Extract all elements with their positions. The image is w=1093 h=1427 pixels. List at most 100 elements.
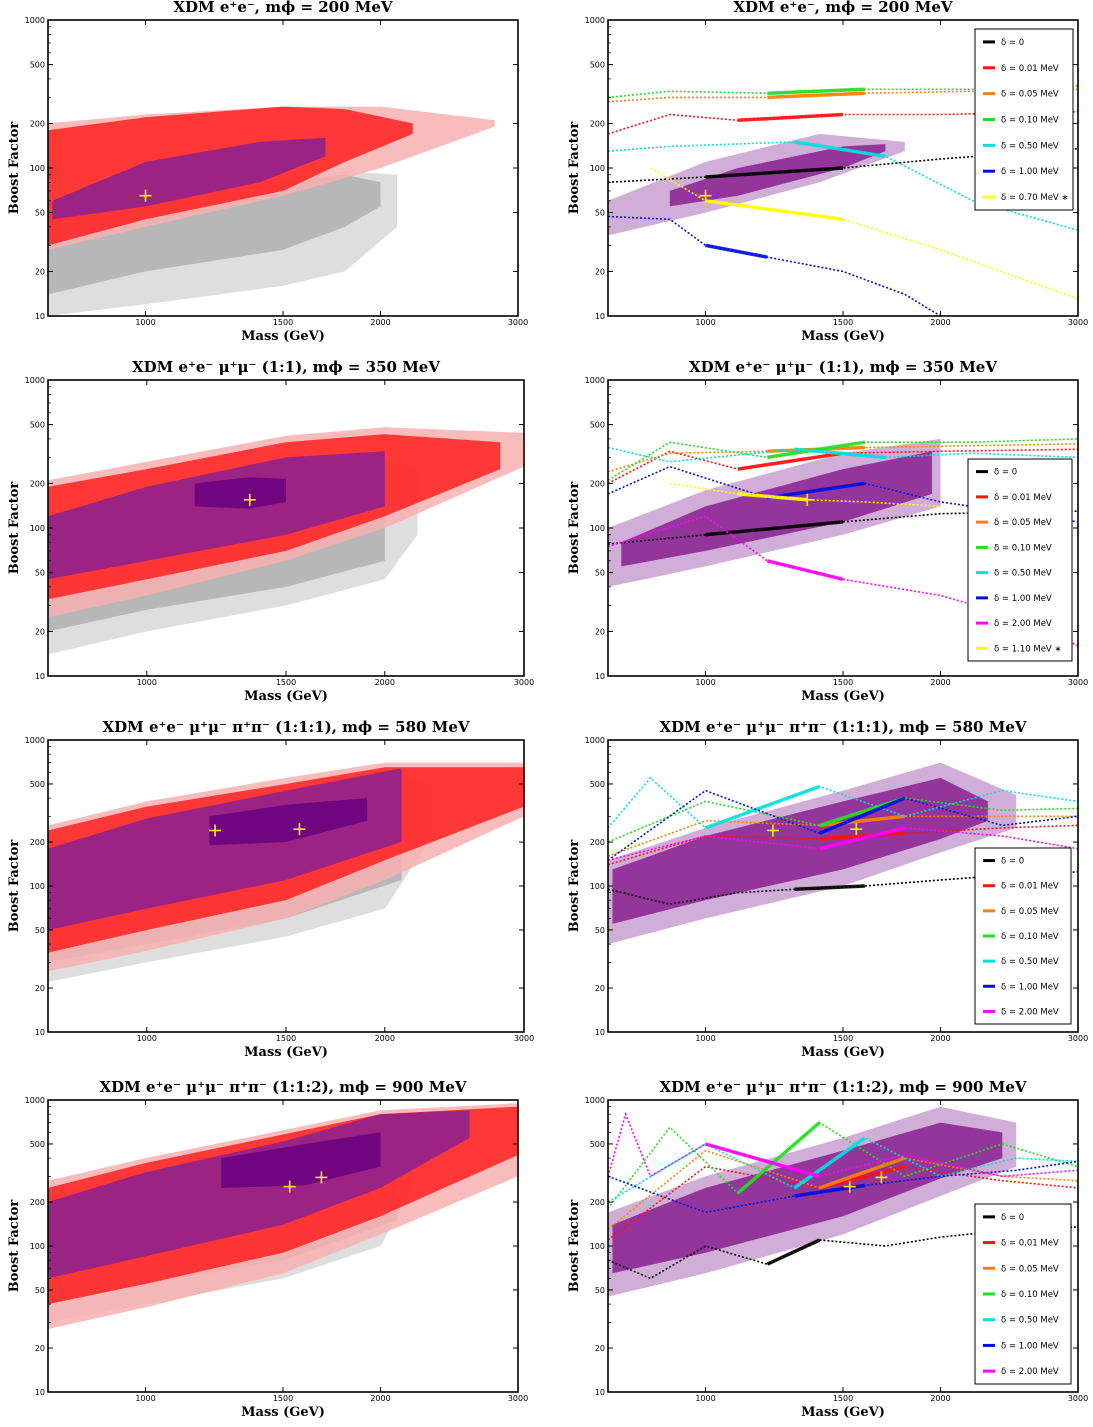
panel-1a: XDM e⁺e⁻, mϕ = 200 MeV 1000 1500 2000 3000 10… bbox=[7, 0, 528, 344]
series-solid-segment bbox=[767, 91, 865, 100]
series-line bbox=[608, 215, 941, 316]
y-tick-label: 1000 bbox=[585, 736, 605, 745]
best-fit-marker bbox=[801, 493, 814, 506]
legend: δ = 0 δ = 0.01 MeV δ = 0.05 MeV δ = 0.10 Me… bbox=[974, 28, 1074, 211]
series-solid-segment bbox=[794, 447, 886, 460]
y-tick-label: 500 bbox=[30, 421, 45, 430]
y-tick-label: 20 bbox=[35, 984, 45, 993]
legend-entry: δ = 0.10 MeV bbox=[1001, 116, 1059, 126]
panel-2a: XDM e⁺e⁻ μ⁺μ⁻ (1:1), mϕ = 350 MeV 1000 150… bbox=[7, 358, 534, 704]
legend-entry: δ = 0.01 MeV bbox=[994, 493, 1052, 503]
legend-entry: δ = 0.50 MeV bbox=[1001, 1316, 1059, 1326]
y-tick-label: 1000 bbox=[585, 1096, 605, 1105]
y-tick-label: 500 bbox=[590, 1140, 605, 1149]
y-tick-label: 100 bbox=[30, 164, 45, 173]
y-tick-label: 500 bbox=[30, 61, 45, 70]
confidence-region bbox=[52, 137, 326, 220]
y-tick-label: 1000 bbox=[25, 16, 45, 25]
series-line bbox=[608, 824, 1078, 866]
confidence-region bbox=[48, 451, 385, 580]
y-tick-label: 100 bbox=[30, 1242, 45, 1251]
y-tick-label: 200 bbox=[590, 1198, 605, 1207]
y-tick-label: 100 bbox=[590, 1242, 605, 1251]
y-tick-label: 10 bbox=[595, 672, 605, 681]
x-tick-label: 3000 bbox=[1068, 678, 1088, 687]
y-tick-label: 50 bbox=[35, 569, 45, 578]
x-axis-label: Mass (GeV) bbox=[244, 1045, 328, 1060]
series-solid-segment bbox=[736, 1121, 821, 1195]
y-tick-label: 10 bbox=[35, 312, 45, 321]
series-solid-segment bbox=[737, 451, 844, 471]
y-axis-label: Boost Factor bbox=[7, 482, 22, 575]
y-tick-label: 1000 bbox=[25, 736, 45, 745]
y-tick-label: 10 bbox=[595, 312, 605, 321]
confidence-region bbox=[669, 144, 886, 207]
x-tick-label: 2000 bbox=[370, 318, 390, 327]
x-tick-label: 1500 bbox=[833, 678, 853, 687]
y-tick-label: 10 bbox=[595, 1388, 605, 1397]
y-axis-label: Boost Factor bbox=[567, 1200, 582, 1293]
legend-entry: δ = 0 bbox=[1001, 38, 1024, 48]
y-tick-label: 10 bbox=[35, 672, 45, 681]
x-axis-label: Mass (GeV) bbox=[801, 689, 885, 704]
series-solid-segment bbox=[705, 199, 844, 222]
legend-entry: δ = 1.00 MeV bbox=[1001, 167, 1059, 177]
x-tick-label: 3000 bbox=[514, 1034, 534, 1043]
x-tick-label: 1000 bbox=[695, 318, 715, 327]
x-tick-label: 3000 bbox=[514, 678, 534, 687]
series-line bbox=[669, 482, 941, 508]
y-tick-label: 20 bbox=[35, 627, 45, 636]
y-tick-label: 50 bbox=[595, 926, 605, 935]
x-tick-label: 1500 bbox=[276, 678, 296, 687]
y-tick-label: 500 bbox=[590, 421, 605, 430]
series-solid-segment bbox=[737, 492, 808, 502]
y-tick-label: 50 bbox=[595, 209, 605, 218]
chart-title: XDM e⁺e⁻ μ⁺μ⁻ π⁺π⁻ (1:1:1), mϕ = 580 MeV bbox=[660, 718, 1027, 736]
series-line bbox=[608, 446, 1078, 463]
panel-3b: XDM e⁺e⁻ μ⁺μ⁻ π⁺π⁻ (1:1:1), mϕ = 580 MeV… bbox=[567, 718, 1088, 1060]
x-tick-label: 1500 bbox=[273, 1394, 293, 1403]
legend-entry: δ = 1.00 MeV bbox=[1001, 982, 1059, 992]
best-fit-marker bbox=[293, 823, 306, 836]
x-tick-label: 2000 bbox=[370, 1394, 390, 1403]
x-tick-label: 2000 bbox=[375, 1034, 395, 1043]
legend-entry: δ = 0.50 MeV bbox=[1001, 141, 1059, 151]
legend-entry: δ = 0 bbox=[1001, 1213, 1024, 1223]
legend-entry: δ = 1.00 MeV bbox=[1001, 1341, 1059, 1351]
panel-1b: XDM e⁺e⁻, mϕ = 200 MeV 1000 1500 2000 3000 10… bbox=[567, 0, 1088, 344]
series-line bbox=[608, 797, 1078, 843]
series-solid-segment bbox=[767, 481, 866, 500]
legend-entry: δ = 0.10 MeV bbox=[1001, 1290, 1059, 1300]
x-tick-label: 3000 bbox=[508, 1394, 528, 1403]
series-line bbox=[608, 443, 1078, 473]
legend-entry: δ = 0 bbox=[1001, 857, 1024, 867]
series-solid-segment bbox=[766, 559, 844, 581]
y-tick-label: 50 bbox=[595, 569, 605, 578]
panel-3a: XDM e⁺e⁻ μ⁺μ⁻ π⁺π⁻ (1:1:1), mϕ = 580 MeV… bbox=[7, 718, 534, 1060]
legend-entry: δ = 0.05 MeV bbox=[994, 518, 1052, 528]
x-tick-label: 1000 bbox=[695, 1394, 715, 1403]
y-tick-label: 100 bbox=[30, 524, 45, 533]
best-fit-marker bbox=[843, 1180, 856, 1193]
best-fit-marker bbox=[243, 493, 256, 506]
legend-entry: δ = 1.10 MeV ∗ bbox=[994, 644, 1062, 654]
y-tick-label: 20 bbox=[35, 1344, 45, 1353]
x-tick-label: 1000 bbox=[135, 1394, 155, 1403]
y-tick-label: 20 bbox=[35, 267, 45, 276]
y-tick-label: 10 bbox=[35, 1028, 45, 1037]
legend: δ = 0 δ = 0.01 MeV δ = 0.05 MeV δ = 0.10 Me… bbox=[967, 458, 1073, 662]
best-fit-marker bbox=[875, 1171, 888, 1184]
y-tick-label: 500 bbox=[590, 61, 605, 70]
legend-entry: δ = 0.01 MeV bbox=[1001, 1239, 1059, 1249]
legend-entry: δ = 0.70 MeV ∗ bbox=[1001, 193, 1069, 203]
chart-title: XDM e⁺e⁻ μ⁺μ⁻ π⁺π⁻ (1:1:2), mϕ = 900 MeV bbox=[100, 1078, 467, 1096]
y-tick-label: 200 bbox=[30, 1198, 45, 1207]
x-tick-label: 3000 bbox=[508, 318, 528, 327]
series-solid-segment bbox=[819, 814, 905, 828]
legend-entry: δ = 2.00 MeV bbox=[1001, 1367, 1059, 1377]
y-tick-label: 50 bbox=[35, 926, 45, 935]
legend-entry: δ = 0.05 MeV bbox=[1001, 1264, 1059, 1274]
chart-title: XDM e⁺e⁻, mϕ = 200 MeV bbox=[733, 0, 953, 16]
y-tick-label: 20 bbox=[595, 984, 605, 993]
series-solid-segment bbox=[793, 1136, 866, 1190]
